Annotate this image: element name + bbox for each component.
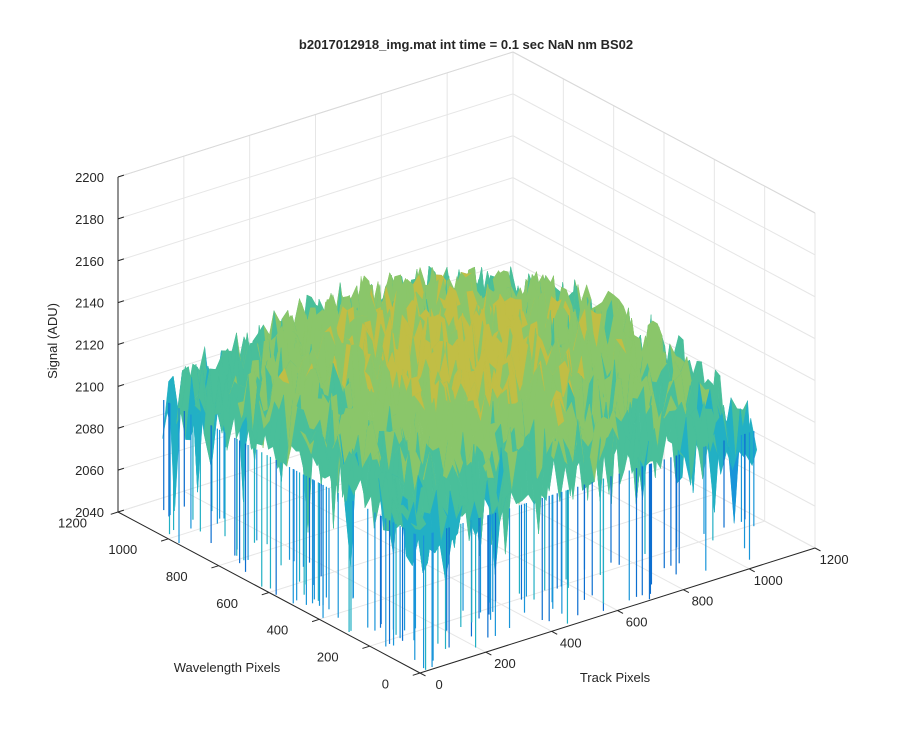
x-tick-label: 400: [560, 635, 582, 650]
wall-grid-line: [512, 219, 816, 381]
x-tick-label: 1200: [820, 552, 849, 567]
z-tick-mark: [117, 425, 125, 429]
y-tick-label: 1200: [58, 515, 87, 530]
z-axis-label: Signal (ADU): [45, 303, 60, 379]
z-tick-label: 2180: [75, 212, 104, 227]
z-tick-mark: [117, 467, 125, 471]
wall-grid-line: [512, 177, 816, 340]
z-tick-label: 2080: [75, 421, 104, 436]
y-tick-label: 600: [216, 596, 238, 611]
wall-grid-line: [117, 135, 514, 262]
z-tick-label: 2120: [75, 338, 104, 353]
box-edge: [512, 51, 816, 214]
z-tick-mark: [117, 258, 125, 262]
x-tick-mark: [419, 672, 426, 677]
floor-grid-line: [268, 467, 665, 593]
wall-grid-line: [117, 177, 514, 304]
y-tick-mark: [211, 565, 219, 569]
y-tick-mark: [412, 672, 421, 676]
x-tick-mark: [748, 568, 755, 573]
x-tick-mark: [551, 630, 558, 635]
x-tick-mark: [617, 610, 624, 614]
y-tick-label: 200: [317, 649, 339, 664]
x-tick-mark: [814, 547, 821, 552]
x-axis-label: Track Pixels: [580, 670, 651, 685]
y-tick-label: 800: [166, 569, 188, 584]
y-tick-label: 1000: [108, 542, 137, 557]
wall-grid-line: [117, 93, 514, 220]
x-tick-mark: [683, 589, 690, 594]
z-tick-label: 2160: [75, 254, 104, 269]
surface-patch: [415, 515, 427, 531]
y-tick-mark: [160, 538, 169, 542]
z-tick-label: 2140: [75, 296, 104, 311]
wall-grid-line: [512, 93, 816, 256]
z-tick-mark: [117, 384, 125, 387]
y-tick-label: 400: [267, 623, 289, 638]
z-tick-mark: [117, 300, 125, 304]
x-tick-label: 600: [626, 615, 648, 630]
z-tick-label: 2040: [75, 505, 104, 520]
y-tick-mark: [261, 592, 270, 596]
wall-grid-line: [117, 219, 514, 345]
z-tick-mark: [117, 174, 125, 178]
tick-labels: 0 200 400 600 800 1000 1200 0 200 400 600 800 1000 12…: [58, 170, 849, 692]
y-axis-label: Wavelength Pixels: [174, 660, 281, 675]
y-tick-mark: [110, 511, 119, 515]
y-tick-mark: [311, 618, 320, 623]
surface-mesh: [162, 265, 758, 670]
z-tick-label: 2200: [75, 170, 104, 185]
z-tick-mark: [117, 509, 125, 513]
chart-title: b2017012918_img.mat int time = 0.1 sec N…: [299, 37, 633, 52]
y-tick-label: 0: [382, 676, 389, 691]
z-tick-mark: [117, 342, 125, 345]
x-tick-label: 1000: [754, 573, 783, 588]
wall-grid-line: [512, 135, 816, 298]
axes-lines: [110, 174, 821, 677]
x-tick-label: 0: [435, 677, 442, 692]
x-tick-label: 800: [692, 594, 714, 609]
z-tick-mark: [117, 216, 125, 220]
x-tick-label: 200: [494, 656, 516, 671]
z-tick-label: 2060: [75, 463, 104, 478]
y-tick-mark: [362, 645, 370, 649]
x-tick-mark: [485, 651, 492, 656]
floor-grid-line: [319, 493, 715, 620]
box-edge: [117, 51, 514, 178]
z-tick-label: 2100: [75, 379, 104, 394]
